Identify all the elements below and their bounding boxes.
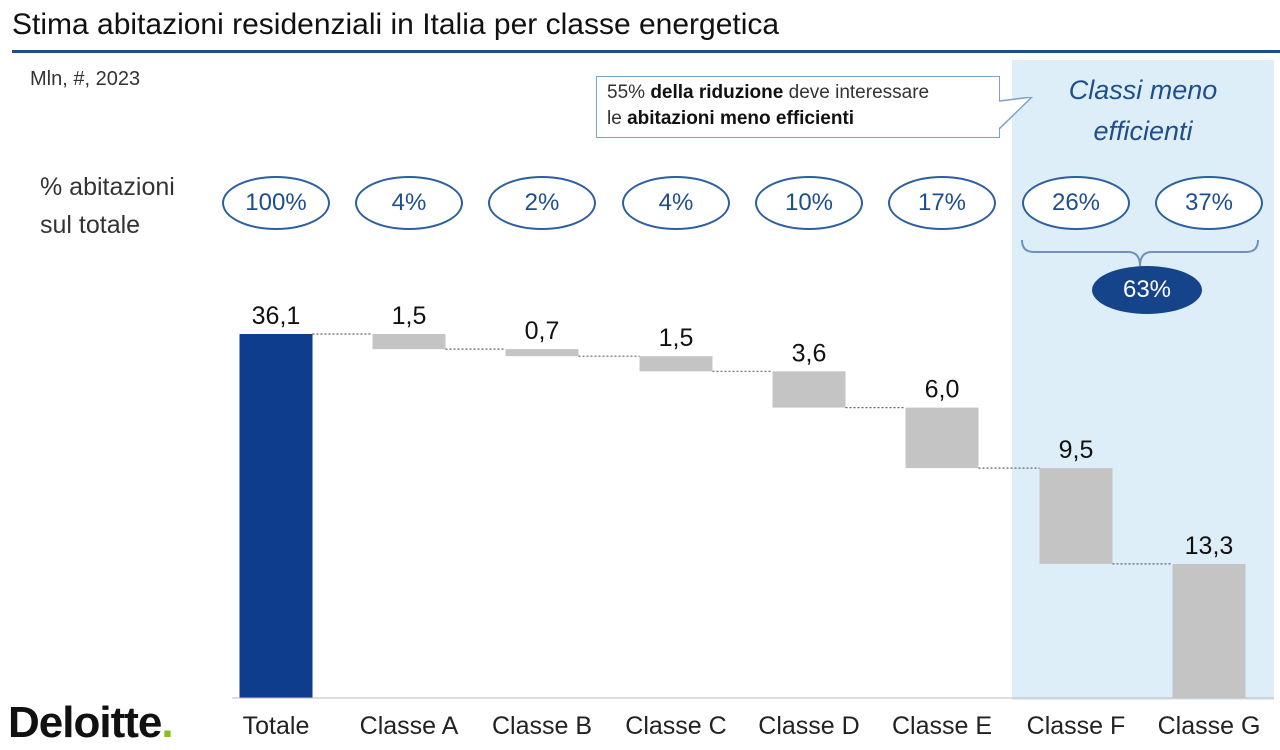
value-label: 3,6 bbox=[792, 339, 827, 367]
callout-pct: 55% bbox=[607, 82, 646, 103]
unit-note: Mln, #, 2023 bbox=[30, 68, 141, 90]
percentage-oval: 10% bbox=[755, 176, 863, 230]
bar-classe-f bbox=[1039, 468, 1113, 564]
logo-text: Deloitte bbox=[8, 698, 162, 747]
category-label: Classe F bbox=[1026, 712, 1126, 740]
callout-bold-1: della riduzione bbox=[650, 82, 784, 103]
bar-classe-c bbox=[639, 356, 713, 372]
percentage-oval: 17% bbox=[888, 176, 996, 230]
highlight-label-line2: efficienti bbox=[1093, 116, 1193, 146]
category-label: Classe D bbox=[758, 712, 860, 740]
percentage-oval: 4% bbox=[622, 176, 730, 230]
category-label: Classe C bbox=[625, 712, 727, 740]
percentage-oval: 100% bbox=[222, 176, 330, 230]
value-label: 9,5 bbox=[1059, 436, 1094, 464]
bar-classe-e bbox=[905, 407, 979, 469]
callout-text-2: le bbox=[607, 108, 622, 129]
bar-classe-b bbox=[505, 349, 579, 357]
callout-pointer bbox=[998, 97, 1034, 130]
value-label: 0,7 bbox=[525, 317, 560, 345]
category-label: Classe E bbox=[891, 712, 993, 740]
pct-row-label: % abitazioni sul totale bbox=[40, 168, 175, 244]
bar-classe-d bbox=[772, 371, 846, 408]
group-total-badge: 63% bbox=[1092, 266, 1202, 314]
percentage-oval: 26% bbox=[1022, 176, 1130, 230]
category-label: Totale bbox=[242, 712, 310, 740]
pct-row-label-line1: % abitazioni bbox=[40, 173, 175, 201]
callout-text-1: deve interessare bbox=[788, 82, 930, 103]
highlight-label-line1: Classi meno bbox=[1068, 75, 1218, 105]
chart-title: Stima abitazioni residenziali in Italia … bbox=[12, 8, 780, 41]
logo-dot: . bbox=[161, 698, 173, 747]
bar-classe-g bbox=[1172, 563, 1246, 698]
deloitte-logo: Deloitte. bbox=[8, 698, 174, 748]
callout-bold-2: abitazioni meno efficienti bbox=[627, 108, 855, 129]
callout-box: 55% della riduzione deve interessare le … bbox=[596, 76, 1000, 138]
percentage-oval: 4% bbox=[355, 176, 463, 230]
category-label: Classe A bbox=[359, 712, 459, 740]
percentage-oval: 2% bbox=[488, 176, 596, 230]
value-label: 6,0 bbox=[925, 376, 960, 404]
category-label: Classe G bbox=[1157, 712, 1261, 740]
value-label: 1,5 bbox=[392, 302, 427, 330]
value-label: 36,1 bbox=[252, 302, 301, 330]
title-underline bbox=[12, 50, 1280, 53]
value-label: 13,3 bbox=[1185, 532, 1234, 560]
value-label: 1,5 bbox=[659, 324, 694, 352]
percentage-oval: 37% bbox=[1155, 176, 1263, 230]
bar-classe-a bbox=[372, 334, 446, 350]
category-label: Classe B bbox=[491, 712, 593, 740]
pct-row-label-line2: sul totale bbox=[40, 211, 141, 239]
highlight-label: Classi meno efficienti bbox=[1012, 70, 1274, 152]
bar-totale bbox=[239, 334, 313, 698]
